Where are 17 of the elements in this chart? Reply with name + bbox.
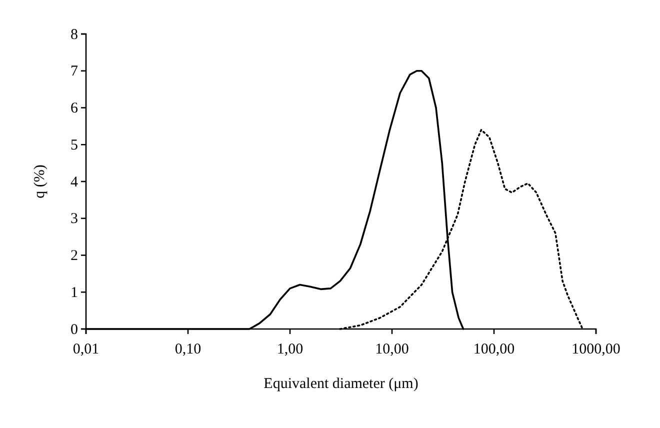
- y-axis-title: q (%): [32, 164, 48, 198]
- x-tick-label: 0,01: [72, 342, 100, 358]
- y-tick-label: 1: [70, 284, 78, 301]
- x-tick-label: 1,00: [276, 342, 304, 358]
- x-tick-label: 0,10: [174, 342, 202, 358]
- y-tick-label: 7: [70, 64, 78, 80]
- y-tick-label: 6: [70, 100, 78, 117]
- x-tick-label: 10,00: [375, 342, 409, 358]
- y-tick-label: 2: [70, 248, 78, 264]
- y-tick-label: 8: [70, 26, 78, 43]
- y-tick-label: 4: [70, 174, 78, 190]
- x-tick-label: 1000,00: [572, 342, 620, 358]
- y-tick-label: 3: [70, 211, 78, 228]
- x-tick-label: 100,00: [473, 342, 515, 358]
- y-tick-label: 5: [70, 137, 78, 154]
- y-tick-label: 0: [70, 322, 78, 338]
- x-axis-title: Equivalent diameter (μm): [264, 376, 418, 392]
